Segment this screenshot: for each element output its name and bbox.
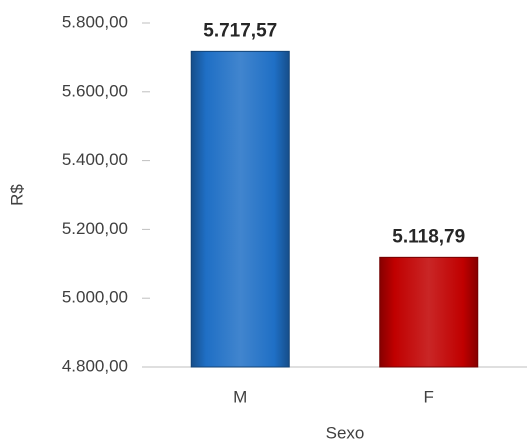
y-tick-label: 5.600,00 xyxy=(62,81,128,100)
y-tick-label: 5.400,00 xyxy=(62,150,128,169)
y-tick-label: 5.000,00 xyxy=(62,288,128,307)
x-tick-label: F xyxy=(424,387,434,406)
x-tick-label: M xyxy=(233,387,247,406)
y-axis-label: R$ xyxy=(7,184,26,206)
y-tick-label: 5.800,00 xyxy=(62,12,128,31)
y-tick-label: 5.200,00 xyxy=(62,219,128,238)
value-label: 5.717,57 xyxy=(203,20,277,41)
y-tick-label: 4.800,00 xyxy=(62,356,128,375)
x-axis-label: Sexo xyxy=(326,423,365,442)
bar xyxy=(379,256,479,368)
bar xyxy=(190,50,290,368)
value-label: 5.118,79 xyxy=(392,226,465,247)
